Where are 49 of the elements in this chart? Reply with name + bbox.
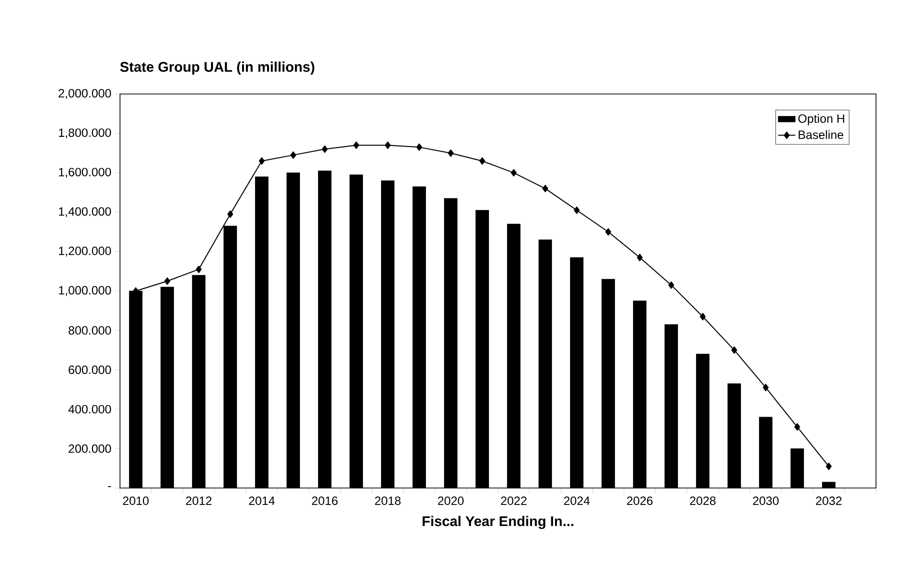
y-tick-label: 400.000	[68, 404, 112, 414]
point	[574, 206, 580, 214]
point	[290, 151, 296, 159]
point	[479, 157, 486, 165]
point	[542, 184, 548, 192]
y-tick-label: 800.000	[68, 326, 112, 335]
point	[227, 210, 234, 218]
point	[605, 228, 612, 236]
y-tick-label: 1,200.000	[59, 246, 112, 257]
y-tick-label: 1,000.000	[59, 286, 112, 296]
point	[196, 266, 202, 274]
point	[416, 143, 422, 151]
x-axis-title: Fiscal Year Ending In...	[422, 516, 574, 529]
chart-title: State Group UAL (in millions)	[120, 62, 314, 75]
y-tick-label: -	[108, 486, 111, 488]
point	[510, 169, 517, 176]
point	[731, 346, 738, 354]
x-tick-label: 2032	[816, 496, 842, 506]
y-tick-label: 1,600.000	[59, 168, 112, 178]
point	[353, 142, 360, 149]
x-tick-label: 2024	[564, 496, 590, 506]
point	[636, 254, 643, 262]
point	[826, 462, 832, 470]
point	[794, 423, 800, 431]
y-tick-label: 1,400.000	[59, 207, 112, 218]
x-tick-label: 2028	[690, 496, 716, 506]
x-tick-label: 2026	[627, 496, 653, 506]
point	[668, 281, 674, 289]
y-tick-label: 200.000	[68, 444, 112, 453]
y-tick-label: 2,000.000	[58, 89, 112, 99]
point	[762, 384, 769, 392]
x-tick-label: 2016	[312, 496, 338, 506]
point	[258, 157, 265, 165]
x-tick-label: 2020	[438, 496, 464, 506]
point	[448, 149, 454, 157]
x-tick-label: 2022	[501, 496, 526, 506]
x-tick-label: 2014	[249, 496, 275, 506]
legend-label: Baseline	[798, 130, 844, 140]
x-tick-label: 2018	[375, 496, 401, 506]
point	[322, 145, 328, 153]
y-tick-label: 600.000	[68, 366, 112, 374]
point	[700, 312, 706, 320]
point	[164, 277, 170, 285]
x-tick-label: 2010	[123, 496, 149, 506]
point	[384, 142, 391, 149]
y-tick-label: 1,800.000	[59, 128, 112, 138]
x-tick-label: 2012	[186, 496, 212, 506]
legend-label: Option H	[798, 114, 844, 126]
x-tick-label: 2030	[752, 496, 779, 506]
